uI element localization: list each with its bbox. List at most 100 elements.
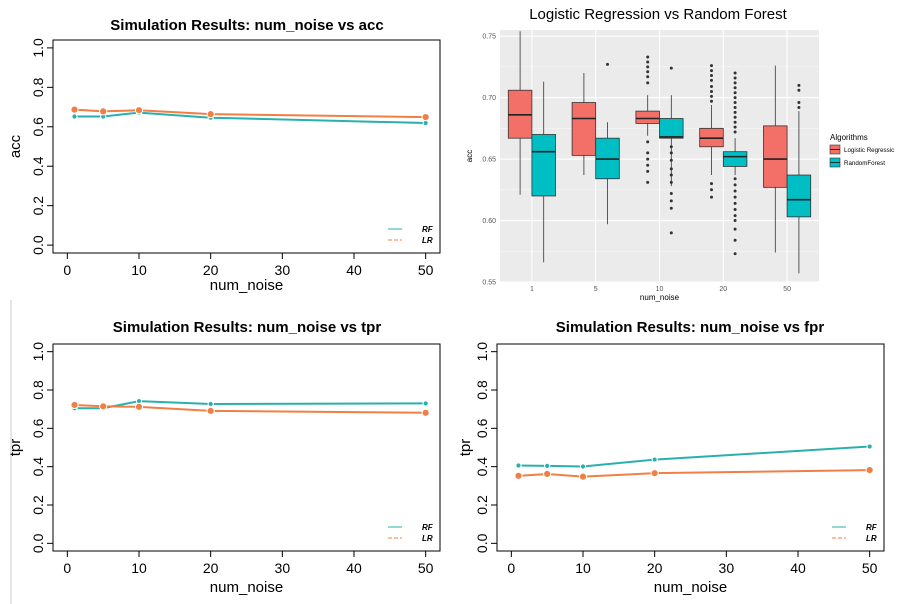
y-tick-label: 0.0 [30, 533, 46, 553]
outlier-lr [709, 99, 713, 103]
data-point-rf [422, 400, 429, 407]
outlier-rf [733, 189, 737, 193]
y-tick-label: 0.8 [30, 77, 46, 97]
outlier-lr [709, 188, 713, 192]
y-tick-label: 0.60 [482, 218, 496, 225]
outlier-rf [669, 180, 673, 184]
box-lr [635, 110, 660, 124]
panel-tpr-lines: Simulation Results: num_noise vs tpr 0 10 2… [7, 319, 441, 596]
legend-label-lr: LR [422, 534, 433, 543]
outlier-lr [646, 81, 650, 85]
x-tick-label: 0 [507, 560, 515, 576]
outlier-lr [646, 157, 650, 161]
y-tick-label: 0.6 [474, 418, 490, 438]
outlier-rf [797, 101, 801, 105]
outlier-rf [797, 105, 801, 109]
outlier-lr [646, 60, 650, 64]
box-lr [763, 125, 788, 188]
box-rf [722, 151, 748, 167]
box-rf [659, 118, 684, 139]
series-line-rf [518, 445, 870, 468]
data-point-rf [544, 462, 551, 469]
outlier-lr [709, 64, 713, 68]
outlier-lr [709, 89, 713, 93]
data-point-lr [206, 406, 215, 415]
outlier-lr [709, 69, 713, 73]
x-tick-label: 5 [594, 286, 598, 293]
x-tick-label: 50 [783, 286, 791, 293]
panel-acc-boxplot: Logistic Regression vs Random Forest 0.55… [465, 6, 894, 302]
data-point-rf [579, 463, 587, 470]
x-tick-label: 10 [131, 560, 147, 576]
y-axis-label: acc [7, 134, 24, 158]
data-point-lr [70, 400, 79, 410]
x-tick-label: 0 [63, 262, 71, 278]
outlier-rf [669, 167, 673, 171]
panel-acc-lines: Simulation Results: num_noise vs acc 0 10 2… [7, 17, 441, 294]
y-tick-label: 0.2 [30, 495, 46, 515]
outlier-lr [646, 75, 650, 79]
data-point-lr [70, 105, 79, 114]
outlier-rf [733, 71, 737, 75]
outlier-rf [733, 96, 737, 100]
data-point-rf [515, 462, 522, 469]
data-point-lr [421, 408, 430, 417]
chart-title: Simulation Results: num_noise vs tpr [113, 319, 382, 336]
x-tick-label: 40 [790, 560, 806, 576]
outlier-rf [669, 191, 673, 195]
y-tick-label: 0.2 [30, 196, 46, 216]
outlier-lr [709, 85, 713, 89]
x-tick-label: 40 [346, 262, 362, 278]
outlier-rf [733, 81, 737, 85]
y-tick-label: 0.4 [30, 457, 46, 477]
y-tick-label: 1.0 [474, 342, 490, 362]
x-tick-label: 10 [575, 560, 591, 576]
x-tick-label: 20 [203, 262, 219, 278]
panel-fpr-lines: Simulation Results: num_noise vs fpr 0 10 2… [457, 319, 885, 596]
outlier-rf [733, 201, 737, 205]
outlier-lr [709, 195, 713, 199]
legend-label-rf: RF [422, 225, 434, 234]
outlier-lr [646, 70, 650, 74]
outlier-rf [733, 110, 737, 114]
outlier-rf [669, 151, 673, 155]
y-tick-label: 0.8 [474, 380, 490, 400]
data-point-rf [71, 113, 78, 120]
outlier-rf [733, 125, 737, 129]
x-tick-label: 20 [719, 286, 727, 293]
data-point-lr [99, 107, 108, 116]
legend-label-lr: LR [422, 236, 433, 245]
outlier-rf [733, 183, 737, 187]
plot-frame [52, 343, 441, 552]
x-tick-label: 20 [647, 560, 663, 576]
outlier-rf [669, 145, 673, 149]
x-tick-label: 30 [719, 560, 735, 576]
y-tick-label: 0.0 [30, 235, 46, 255]
outlier-rf [733, 177, 737, 181]
outlier-rf [797, 88, 801, 92]
y-axis-label: tpr [457, 439, 474, 457]
outlier-rf [669, 206, 673, 210]
x-tick-label: 0 [63, 560, 71, 576]
x-tick-label: 50 [862, 560, 878, 576]
outlier-rf [733, 238, 737, 242]
outlier-rf [733, 207, 737, 211]
chart-title: Logistic Regression vs Random Forest [529, 6, 787, 23]
chart-title: Simulation Results: num_noise vs fpr [556, 319, 825, 336]
y-tick-label: 0.8 [30, 380, 46, 400]
y-tick-label: 0.55 [482, 280, 496, 287]
x-axis-label: num_noise [210, 277, 283, 294]
outlier-rf [733, 86, 737, 90]
outlier-lr [646, 163, 650, 167]
x-tick-label: 10 [131, 262, 147, 278]
y-tick-label: 0.4 [30, 156, 46, 176]
y-tick-label: 0.6 [30, 418, 46, 438]
outlier-rf [669, 173, 673, 177]
series-line-lr [74, 403, 426, 414]
outlier-rf [733, 195, 737, 199]
outlier-rf [733, 105, 737, 109]
x-tick-label: 1 [530, 286, 534, 293]
series-line-lr [518, 469, 870, 478]
plot-frame [52, 39, 441, 254]
legend-label: RandomForest [844, 160, 885, 167]
